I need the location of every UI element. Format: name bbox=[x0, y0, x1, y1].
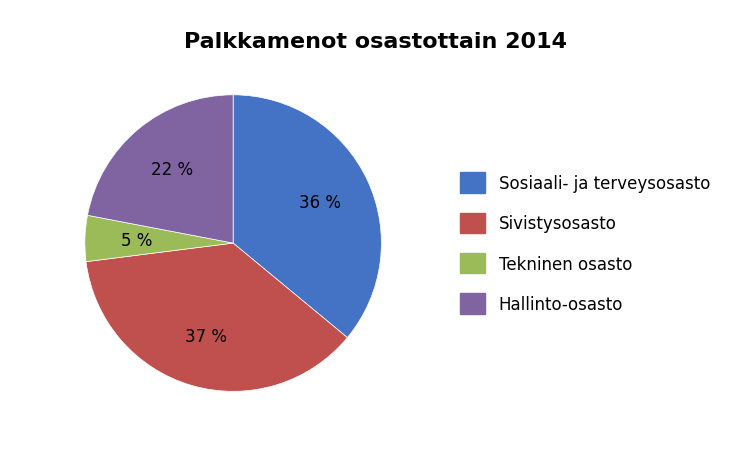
Text: 5 %: 5 % bbox=[121, 231, 153, 249]
Wedge shape bbox=[85, 216, 233, 262]
Legend: Sosiaali- ja terveysosasto, Sivistysosasto, Tekninen osasto, Hallinto-osasto: Sosiaali- ja terveysosasto, Sivistysosas… bbox=[460, 173, 710, 314]
Wedge shape bbox=[86, 244, 347, 391]
Wedge shape bbox=[233, 96, 381, 338]
Text: 37 %: 37 % bbox=[185, 327, 227, 345]
Text: 22 %: 22 % bbox=[150, 161, 193, 179]
Wedge shape bbox=[87, 96, 233, 244]
Text: 36 %: 36 % bbox=[299, 193, 341, 212]
Text: Palkkamenot osastottain 2014: Palkkamenot osastottain 2014 bbox=[184, 32, 568, 51]
